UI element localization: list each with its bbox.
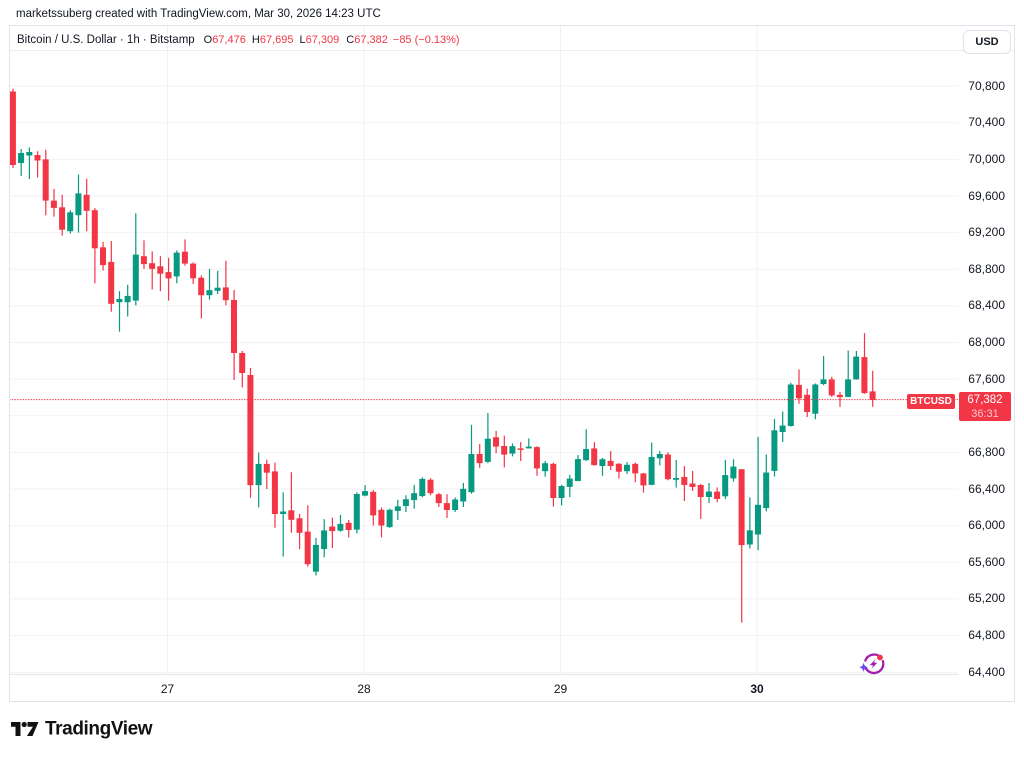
svg-text:TradingView: TradingView (45, 719, 153, 739)
